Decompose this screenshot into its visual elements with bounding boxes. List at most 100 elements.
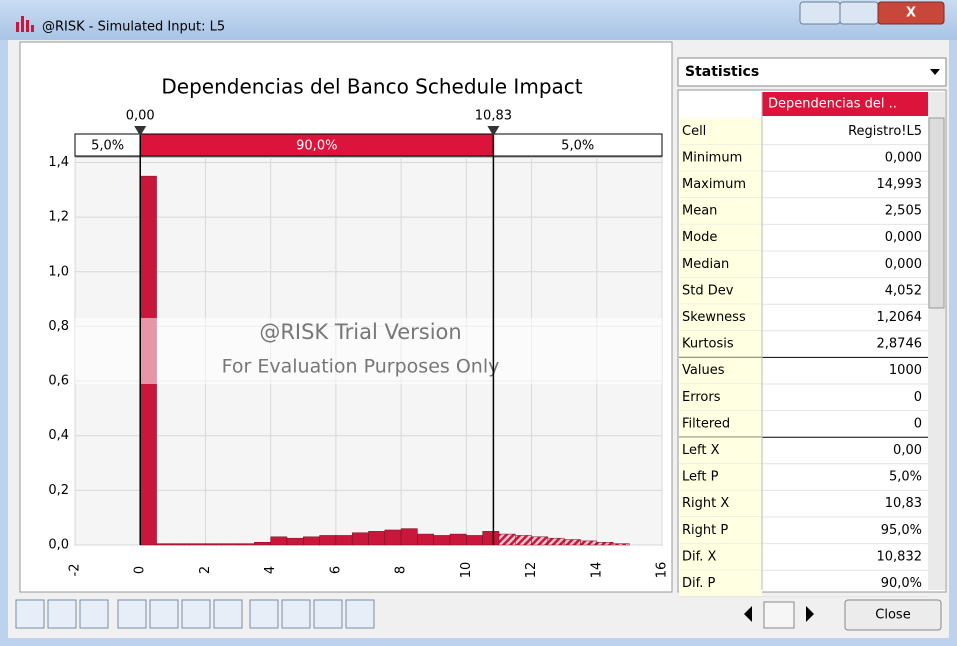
stat-label: Values [682,363,725,378]
stat-label: Std Dev [682,283,734,298]
stat-label-cell [679,384,762,411]
histogram-bar [433,535,451,546]
x-tick-label: 2 [198,566,213,574]
dropdown-arrow [930,69,940,75]
delimiter-handle[interactable] [134,126,147,136]
watermark-band [75,318,662,384]
histogram-bar [237,543,255,546]
histogram-bar [172,543,190,546]
stat-label: Left P [682,470,719,485]
histogram-bar [319,535,337,546]
y-tick-label: 1,4 [48,155,69,170]
stat-label-cell [679,171,762,198]
stat-label-cell [679,570,762,597]
histogram-bar [351,532,369,546]
histogram-bar [384,529,402,546]
close-button[interactable] [844,599,942,631]
x-tick-label: 6 [328,566,343,574]
stat-value: 2,505 [885,204,922,219]
stat-value: 95,0% [881,523,922,538]
histogram-bar [482,531,500,546]
y-tick-label: 0,0 [48,538,69,553]
stat-label: Dif. X [682,549,717,564]
minimize-button[interactable] [799,1,841,25]
stat-label: Right X [682,496,729,511]
stat-value: 5,0% [889,470,922,485]
band-label: 5,0% [91,139,124,154]
histogram-bar [563,539,581,546]
watermark-text: For Evaluation Purposes Only [222,356,500,378]
toolbar-icons[interactable] [15,599,375,629]
stat-value: 1000 [889,363,922,378]
stat-value: 2,8746 [877,337,923,352]
stat-value: 0,000 [885,230,922,245]
stat-label-cell [679,277,762,305]
delimiter-handle[interactable] [487,126,500,136]
stat-label-cell [679,357,762,384]
column-header-text: Dependencias del .. [768,97,897,112]
x-tick-label: 8 [394,566,409,574]
stat-label-cell [679,517,762,544]
histogram-bar [417,533,434,546]
x-tick-label: 10 [459,562,474,579]
stat-label: Median [682,257,729,272]
stat-label: Errors [682,390,721,405]
close-button-label[interactable]: Close [875,608,910,623]
histogram-bar [400,528,418,546]
stat-label-cell [679,490,762,517]
scroll-thumb[interactable] [928,117,945,309]
next-button[interactable] [806,606,814,622]
stat-label-cell [679,304,762,331]
stat-label: Maximum [682,177,746,192]
close-window-button[interactable] [877,1,945,25]
stat-value: Registro!L5 [848,124,922,139]
histogram-bar [531,536,549,546]
histogram-bar [254,542,271,546]
stat-value: 90,0% [881,576,922,591]
histogram-bar [498,533,516,546]
x-tick-label: 14 [589,562,604,579]
stat-label: Right P [682,523,728,538]
stat-label: Cell [682,124,706,139]
stats-dropdown[interactable] [677,57,947,87]
band-label: 90,0% [296,139,337,154]
stat-value: 1,2064 [877,310,923,325]
band-label: 5,0% [561,139,594,154]
stat-label-cell [679,144,762,172]
stat-label: Mean [682,204,717,219]
stat-label-cell [679,118,762,145]
histogram-bar [188,543,206,546]
chart-view-button[interactable] [763,601,795,629]
stat-label-cell [679,437,762,464]
stat-label: Kurtosis [682,337,734,352]
histogram-bar [466,535,483,546]
title-icon [16,16,34,32]
prev-button[interactable] [744,606,752,622]
maximize-button[interactable] [839,1,879,25]
stat-label: Skewness [682,310,746,325]
stat-label: Minimum [682,150,742,165]
histogram-bar [270,536,288,546]
histogram-bar [547,537,565,546]
title-bar [0,0,957,40]
stat-value: 0,000 [885,257,922,272]
histogram-bar [286,537,304,546]
column-header [762,92,928,116]
stat-value: 0,000 [885,150,922,165]
chart-title: Dependencias del Banco Schedule Impact [161,75,582,99]
histogram-bar [612,543,630,546]
y-tick-label: 1,2 [48,210,69,225]
x-tick-label: 12 [524,562,539,579]
histogram-bar [515,535,532,546]
stat-label: Filtered [682,416,730,431]
stat-label: Left X [682,443,720,458]
stat-label-cell [679,463,762,491]
stat-label: Dif. P [682,576,716,591]
stat-value: 0 [914,416,922,431]
stats-heading: Statistics [685,64,759,80]
histogram-bar [368,531,386,546]
stat-value: 4,052 [885,283,922,298]
y-tick-label: 1,0 [48,264,69,279]
stat-value: 14,993 [877,177,923,192]
